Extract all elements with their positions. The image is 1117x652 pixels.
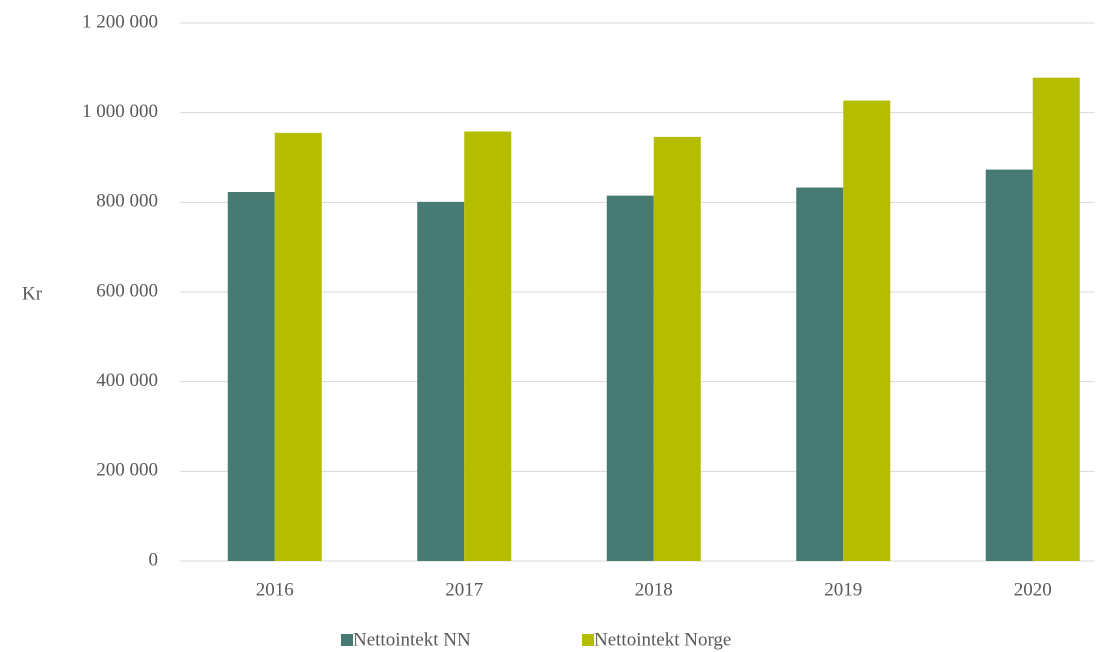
x-tick-label: 2020	[1014, 579, 1052, 600]
bar	[464, 131, 512, 561]
bar	[843, 100, 891, 561]
legend-label: Nettointekt Norge	[594, 629, 731, 650]
y-tick-label: 0	[149, 549, 159, 570]
bar	[417, 201, 465, 561]
y-tick-label: 1 200 000	[82, 11, 158, 32]
bar	[606, 195, 654, 561]
x-tick-label: 2018	[635, 579, 673, 600]
bar	[274, 132, 322, 561]
x-tick-label: 2019	[824, 579, 862, 600]
bar	[796, 187, 844, 561]
y-tick-label: 200 000	[96, 460, 158, 481]
bar	[1032, 77, 1080, 562]
y-tick-label: 400 000	[96, 370, 158, 391]
y-axis-label: Kr	[22, 283, 43, 304]
legend-label: Nettointekt NN	[353, 629, 471, 650]
y-tick-label: 800 000	[96, 191, 158, 212]
bar	[653, 136, 701, 562]
y-tick-label: 600 000	[96, 280, 158, 301]
legend-swatch	[582, 634, 594, 646]
y-tick-label: 1 000 000	[82, 101, 158, 122]
bar	[985, 169, 1033, 562]
bar	[227, 192, 275, 561]
x-tick-label: 2016	[256, 579, 294, 600]
x-tick-label: 2017	[445, 579, 483, 600]
legend-swatch	[341, 634, 353, 646]
